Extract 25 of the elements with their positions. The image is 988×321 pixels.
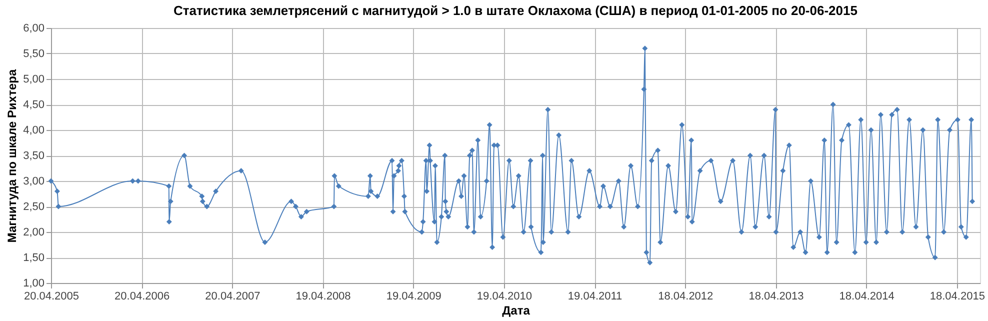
y-tick-label: 1,50 bbox=[23, 252, 44, 264]
x-tick-label: 19.04.2010 bbox=[476, 290, 532, 302]
x-tick-label: 20.04.2006 bbox=[114, 290, 170, 302]
y-tick-label: 3,50 bbox=[23, 150, 44, 162]
y-tick-label: 2,50 bbox=[23, 201, 44, 213]
x-tick-label: 18.04.2013 bbox=[748, 290, 804, 302]
y-tick-label: 5,50 bbox=[23, 48, 44, 60]
x-tick-label: 18.04.2014 bbox=[839, 290, 894, 302]
y-tick-label: 4,50 bbox=[23, 99, 44, 111]
y-tick-label: 3,00 bbox=[23, 176, 44, 188]
y-tick-label: 4,00 bbox=[23, 124, 44, 136]
y-tick-label: 6,00 bbox=[23, 22, 44, 34]
x-tick-label: 19.04.2011 bbox=[568, 290, 622, 302]
x-tick-label: 19.04.2009 bbox=[386, 290, 442, 302]
y-tick-label: 5,00 bbox=[23, 74, 44, 86]
x-tick-label: 19.04.2008 bbox=[296, 290, 351, 302]
x-tick-label: 18.04.2015 bbox=[930, 290, 985, 302]
x-tick-label: 18.04.2012 bbox=[658, 290, 714, 302]
y-tick-label: 1,00 bbox=[23, 278, 44, 290]
y-axis-title: Магнитуда по шкале Рихтера bbox=[5, 69, 20, 243]
x-tick-label: 20.04.2005 bbox=[24, 290, 80, 302]
x-tick-label: 20.04.2007 bbox=[205, 290, 260, 302]
x-axis-title: Дата bbox=[502, 304, 530, 318]
chart-title: Статистика землетрясений с магнитудой > 1.0 в штате Оклахома (США) в период 01-01-2005 по 20-06-2015 bbox=[174, 3, 858, 18]
y-tick-label: 2,00 bbox=[23, 226, 44, 238]
